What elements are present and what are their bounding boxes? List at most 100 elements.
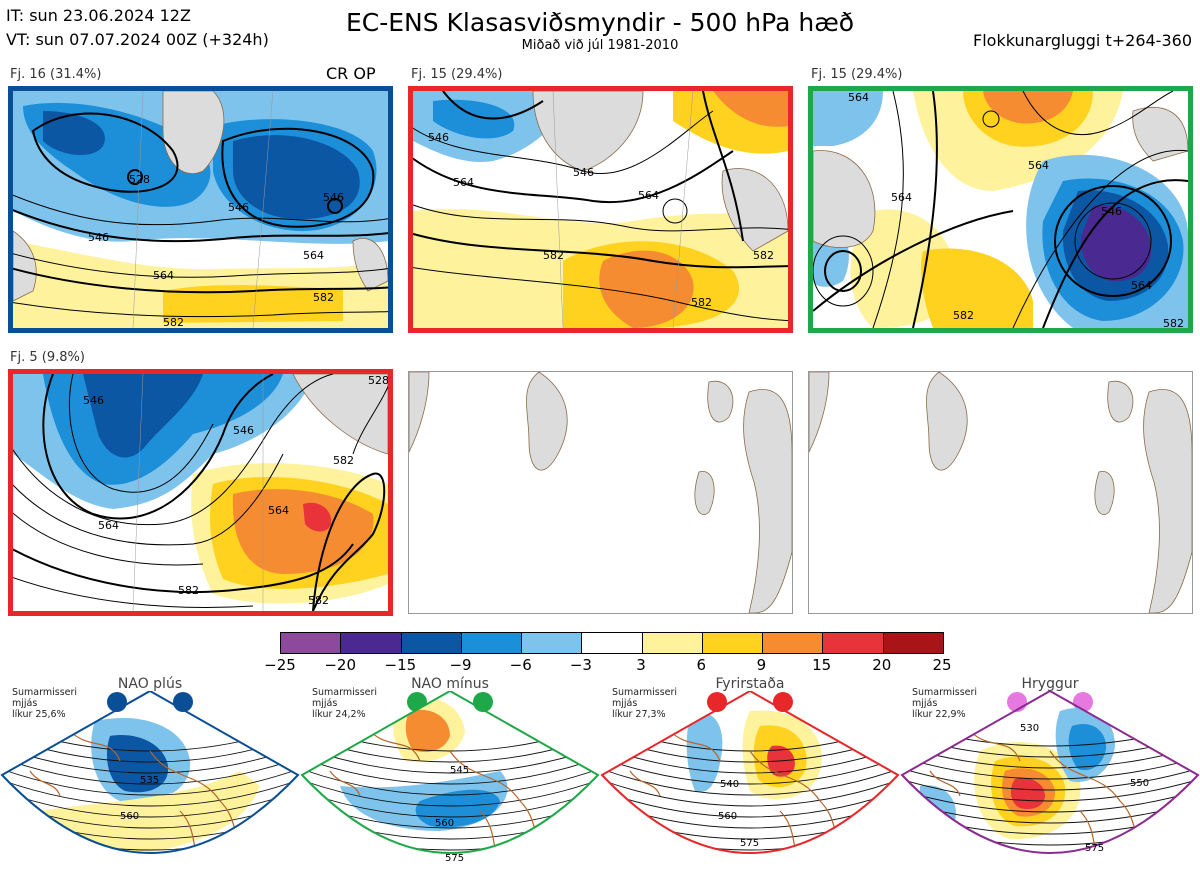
colorbar-tick-label: −3 [569,656,592,674]
contour-label: 582 [1163,317,1184,328]
contour-label: 564 [848,91,869,104]
coastline [929,730,1151,853]
colorbar-segment [281,633,342,653]
height-contour [2,753,298,785]
colorbar-segment [461,633,523,653]
height-contour [302,775,598,807]
regime-name: Hryggur [1021,676,1079,692]
contour-label: 530 [1020,723,1039,734]
page-title: EC-ENS Klasasviðsmyndir - 500 hPa hæð [345,8,855,37]
colorbar-segment [582,633,643,653]
contour-label: 560 [120,811,139,822]
cluster-1-tag: CR OP [326,64,376,83]
contour-label: 575 [445,853,464,864]
colorbar-segment [522,633,583,653]
coastline [329,730,551,853]
page-subtitle: Miðað við júl 1981-2010 [521,38,679,53]
contour-label: 564 [268,504,289,517]
cluster-1-map: 546 528 546 564 582 564 546 582 [8,86,393,333]
contour-label: 575 [1085,843,1104,854]
anomaly-fill [1010,777,1045,810]
regime-word: mjjás [312,698,338,709]
colorbar-tick-label: 6 [696,656,707,674]
height-contour [602,786,898,818]
height-contour [602,775,898,807]
height-contour [602,753,898,785]
cluster-4-map: 546 546 564 582 564 582 582 528 [8,369,393,616]
anomaly-fill [686,712,723,792]
contour-label: 582 [308,594,329,607]
empty-map-2 [808,371,1193,614]
colorbar [280,632,944,654]
height-contour [902,775,1198,802]
cluster-4-label: Fj. 5 (9.8%) [10,350,85,365]
regime-season: Sumarmisseri [312,687,378,698]
contour-label: 546 [228,201,249,214]
regime-frame [0,691,300,854]
coastline [29,730,251,853]
regime-likur: líkur 22,9% [912,709,966,720]
contour-label: 546 [233,424,254,437]
contour-label: 582 [691,296,712,309]
colorbar-segment [401,633,462,653]
contour-label: 550 [1130,778,1149,789]
initial-time: IT: sun 23.06.2024 12Z [6,6,191,25]
contour-label: 582 [313,291,334,304]
contour-label: 564 [1028,159,1049,172]
contour-label: 546 [1101,205,1122,218]
height-contour [902,786,1198,813]
regime-frame [300,691,600,854]
contour-label: 535 [140,775,159,786]
height-contour [902,753,1198,780]
regime-word: mjjás [12,698,38,709]
colorbar-segment [702,633,764,653]
colorbar-segment [341,633,402,653]
regime-season: Sumarmisseri [12,687,78,698]
colorbar-tick-label: 9 [756,656,767,674]
contour-label: 546 [573,166,594,179]
contour-label: 582 [753,249,774,262]
cluster-3-map: 564 564 546 564 582 582 564 [808,86,1193,333]
anomaly-fill [1068,723,1107,771]
colorbar-tick-label: 3 [636,656,646,674]
contour-label: 546 [88,231,109,244]
height-contour [302,764,598,796]
colorbar-tick-label: −15 [384,656,417,674]
colorbar-tick-label: −20 [324,656,356,674]
regime-frame [600,691,900,854]
contour-label: 545 [450,765,469,776]
contour-label: 546 [83,394,104,407]
colorbar-tick-label: 20 [872,656,892,674]
contour-label: 564 [303,249,324,262]
regime-name: NAO plús [117,676,183,692]
regime-word: mjjás [912,698,938,709]
contour-label: 582 [333,454,354,467]
colorbar-tick-label: −25 [264,656,296,674]
colorbar-tick-label: 25 [932,656,952,674]
height-contour [902,764,1198,791]
anomaly-fill [405,709,450,753]
height-contour [2,786,298,818]
empty-map-1 [408,371,793,614]
contour-label: 564 [98,519,119,532]
regime-name: Fyrirstaða [715,676,785,692]
contour-label: 582 [163,316,184,328]
contour-label: 582 [953,309,974,322]
height-contour [302,786,598,818]
regime-name: NAO mínus [411,676,489,692]
contour-label: 582 [543,249,564,262]
contour-label: 564 [153,269,174,282]
anomaly-fill [415,789,500,828]
height-contour [2,764,298,796]
contour-label: 564 [453,176,474,189]
colorbar-tick-label: 15 [812,656,832,674]
colorbar-segment [642,633,703,653]
regime-diagram: 535 560 [0,691,300,854]
contour-label: 564 [638,189,659,202]
contour-label: 560 [718,811,737,822]
height-contour [602,764,898,796]
cluster-1-label: Fj. 16 (31.4%) [10,67,102,82]
colorbar-tick-label: −9 [449,656,472,674]
regime-likur: líkur 25,6% [12,709,66,720]
height-contour [902,720,1198,747]
